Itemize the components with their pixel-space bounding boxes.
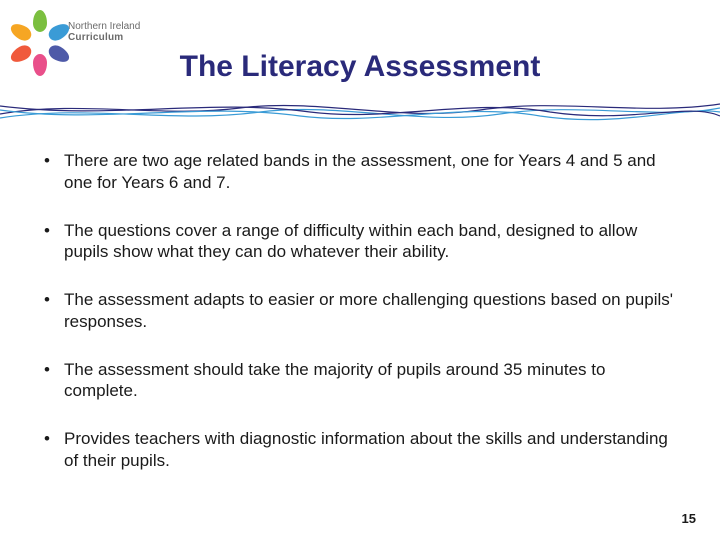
bullet-list: There are two age related bands in the a…	[38, 150, 680, 498]
list-item: The questions cover a range of difficult…	[38, 220, 680, 264]
page-number: 15	[682, 511, 696, 526]
logo-text: Northern Ireland Curriculum	[68, 21, 140, 44]
divider-ribbon-icon	[0, 96, 720, 126]
list-item: Provides teachers with diagnostic inform…	[38, 428, 680, 472]
logo-line1: Northern Ireland	[68, 21, 140, 33]
list-item: The assessment should take the majority …	[38, 359, 680, 403]
logo-line2: Curriculum	[68, 32, 140, 44]
page-title: The Literacy Assessment	[0, 50, 720, 84]
slide: Northern Ireland Curriculum The Literacy…	[0, 0, 720, 540]
brand-logo: Northern Ireland Curriculum	[18, 10, 140, 54]
petal-icon	[8, 20, 34, 43]
petal-icon	[33, 10, 47, 32]
logo-mark-icon	[18, 10, 62, 54]
list-item: There are two age related bands in the a…	[38, 150, 680, 194]
list-item: The assessment adapts to easier or more …	[38, 289, 680, 333]
